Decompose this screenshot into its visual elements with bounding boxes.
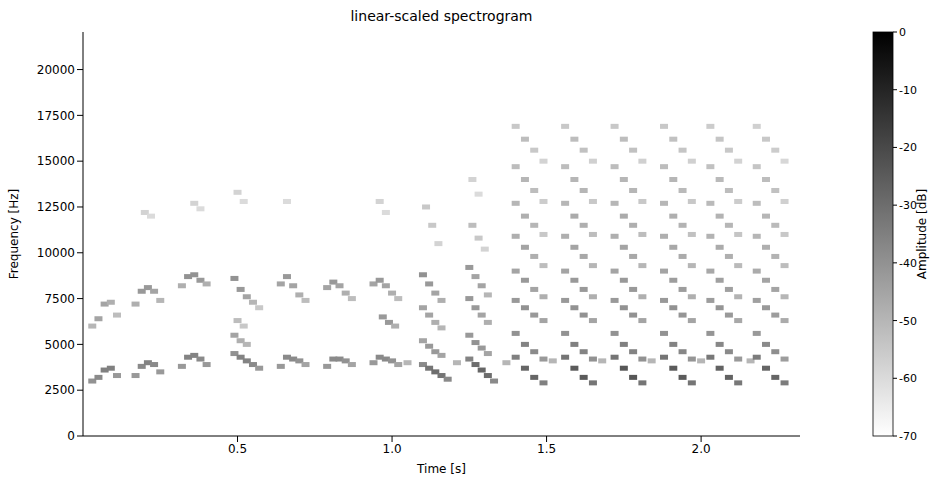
svg-text:-40: -40 xyxy=(899,256,917,270)
svg-text:-60: -60 xyxy=(899,372,917,385)
svg-text:2.0: 2.0 xyxy=(692,442,711,456)
svg-text:0.5: 0.5 xyxy=(228,442,247,456)
svg-text:17500: 17500 xyxy=(37,109,75,123)
svg-text:5000: 5000 xyxy=(44,338,75,352)
svg-text:1.0: 1.0 xyxy=(383,442,402,456)
svg-text:-70: -70 xyxy=(899,430,917,443)
svg-text:0: 0 xyxy=(67,429,75,443)
svg-text:1.5: 1.5 xyxy=(537,442,556,456)
svg-text:2500: 2500 xyxy=(44,383,75,397)
svg-text:12500: 12500 xyxy=(37,200,75,214)
html-text:Time [s]: Time [s] xyxy=(417,462,466,476)
svg-text:10000: 10000 xyxy=(37,246,75,260)
svg-text:-10: -10 xyxy=(899,84,917,97)
html-text:linear-scaled spectrogram: linear-scaled spectrogram xyxy=(350,8,533,24)
svg-text:-20: -20 xyxy=(899,141,917,154)
svg-text:-30: -30 xyxy=(899,199,917,213)
svg-text:20000: 20000 xyxy=(37,63,75,77)
svg-text:-50: -50 xyxy=(899,315,917,328)
svg-text:Amplitude [dB]: Amplitude [dB] xyxy=(915,189,929,280)
svg-text:Frequency [Hz]: Frequency [Hz] xyxy=(7,189,21,280)
svg-text:15000: 15000 xyxy=(37,154,75,168)
svg-text:0: 0 xyxy=(899,26,906,39)
svg-text:7500: 7500 xyxy=(44,292,75,306)
